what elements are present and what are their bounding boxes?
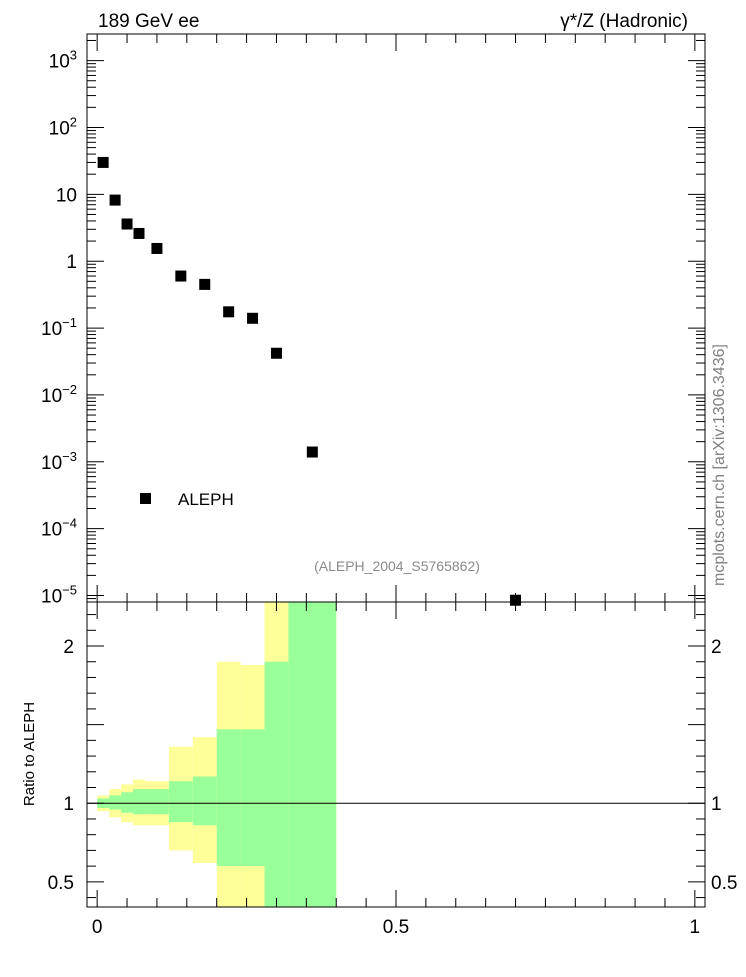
data-point	[247, 312, 259, 324]
main-y-tick-label: 103	[49, 48, 77, 73]
x-tick-label: 1	[690, 917, 701, 938]
data-point	[223, 306, 235, 318]
ratio-y-axis-label: Ratio to ALEPH	[21, 702, 38, 806]
analysis-tag: (ALEPH_2004_S5765862)	[314, 558, 480, 574]
ratio-band-inner-3	[133, 789, 145, 815]
main-y-tick-label: 10−3	[41, 449, 77, 474]
x-tick-label: 0	[92, 917, 103, 938]
ratio-band-inner-5	[168, 781, 193, 823]
main-y-tick-label: 10	[56, 185, 77, 206]
ratio-band-inner-8	[240, 729, 265, 867]
aleph-data-points	[97, 156, 522, 606]
ratio-band-inner-1	[109, 795, 122, 810]
main-y-axis	[87, 34, 705, 603]
data-point	[151, 242, 163, 254]
ratio-axes-ticks	[87, 602, 705, 907]
ratio-band-inner-6	[192, 776, 217, 826]
ratio-y-tick-labels: 2 2 1 1 0.5 0.5	[48, 637, 738, 894]
x-tick-label: 0.5	[383, 917, 409, 938]
data-point	[175, 270, 187, 282]
ratio-y-tick-label-right: 2	[711, 637, 722, 658]
main-y-tick-label: 10−4	[41, 516, 77, 541]
data-point	[306, 446, 318, 458]
ratio-y-tick-label-left: 0.5	[48, 873, 74, 894]
legend-label: ALEPH	[178, 490, 234, 509]
ratio-band-inner-9	[264, 661, 289, 907]
ratio-band-inner-2	[121, 792, 134, 813]
source-credit: mcplots.cern.ch [arXiv:1306.3436]	[711, 344, 728, 586]
main-y-tick-label: 102	[49, 114, 77, 139]
main-y-tick-label: 1	[66, 252, 77, 273]
main-y-tick-label: 10−2	[41, 382, 77, 407]
ratio-y-tick-label-left: 2	[63, 637, 74, 658]
main-y-tick-label: 10−1	[41, 315, 77, 340]
data-point	[133, 227, 145, 239]
x-tick-labels: 0 0.5 1	[92, 917, 700, 938]
data-point	[199, 278, 211, 290]
plot-title-right: γ*/Z (Hadronic)	[560, 11, 688, 32]
data-point	[270, 347, 282, 359]
data-point	[109, 194, 121, 206]
legend-marker	[140, 493, 151, 504]
ratio-band-inner-4	[144, 789, 169, 815]
data-point	[121, 218, 133, 230]
ratio-bands	[97, 602, 337, 907]
main-y-tick-label: 10−5	[41, 583, 77, 608]
ratio-y-tick-label-right: 1	[711, 794, 722, 815]
ratio-band-inner-10	[288, 602, 337, 907]
data-point	[510, 594, 522, 606]
data-point	[97, 156, 109, 168]
ratio-band-inner-7	[216, 729, 241, 867]
ratio-y-tick-label-right: 0.5	[711, 873, 737, 894]
ratio-y-tick-label-left: 1	[63, 794, 74, 815]
plot-title-left: 189 GeV ee	[98, 11, 199, 32]
main-plot-frame	[86, 33, 706, 603]
